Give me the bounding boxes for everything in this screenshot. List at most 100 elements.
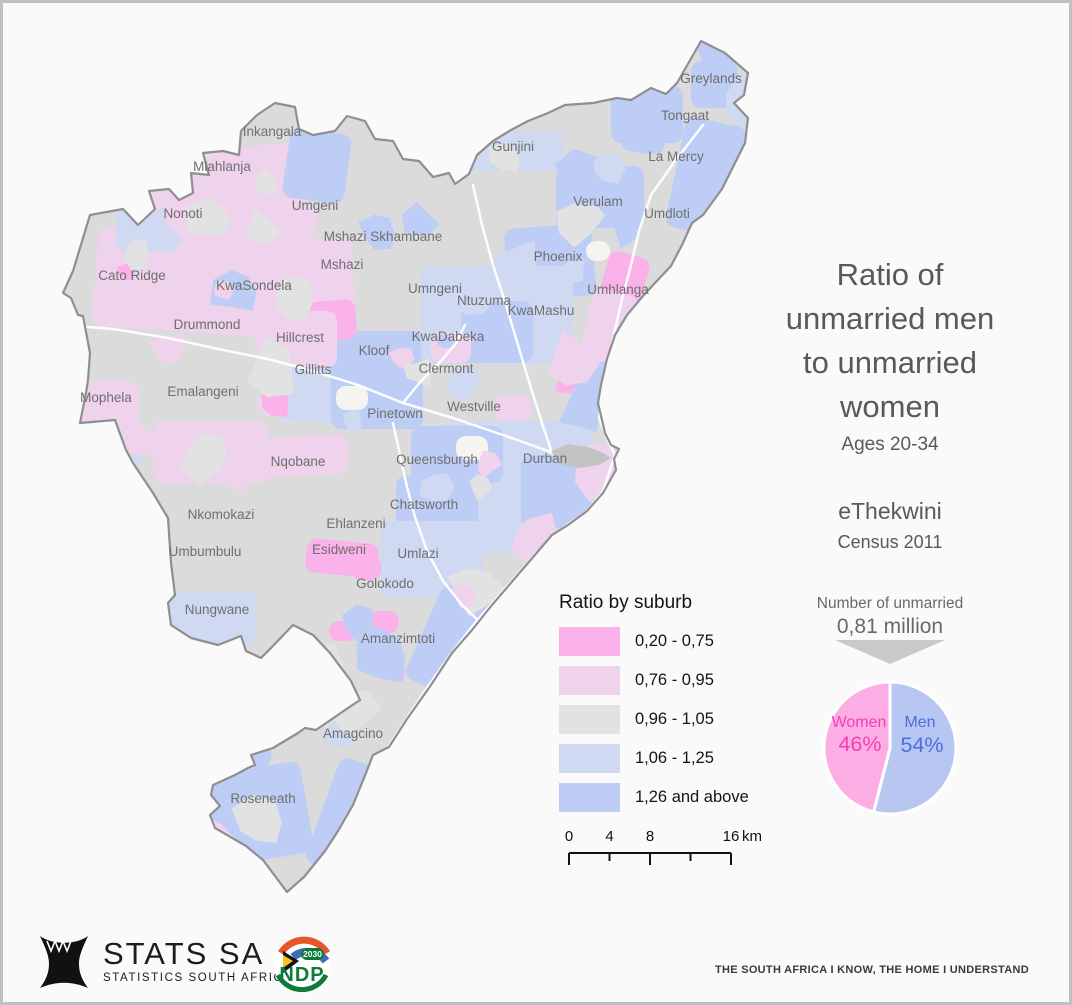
map-label-queensburgh: Queensburgh xyxy=(396,452,478,467)
legend-swatch-3 xyxy=(559,705,620,734)
pie-label-women: Women xyxy=(832,714,887,731)
legend-row: 1,26 and above xyxy=(559,783,749,812)
legend-row: 0,76 - 0,95 xyxy=(559,666,749,695)
pie-label-men: Men xyxy=(904,714,935,731)
map-label-kloof: Kloof xyxy=(359,343,390,358)
map-label-nkomokazi: Nkomokazi xyxy=(188,507,255,522)
map-label-pinetown: Pinetown xyxy=(367,406,423,421)
legend-row: 1,06 - 1,25 xyxy=(559,744,749,773)
map-label-chatsworth: Chatsworth xyxy=(390,497,458,512)
map-label-verulam: Verulam xyxy=(573,194,623,209)
map-label-umbumbulu: Umbumbulu xyxy=(169,544,242,559)
title-line-3: to unmarried xyxy=(802,345,978,380)
legend-label-4: 1,06 - 1,25 xyxy=(635,749,714,767)
map-label-umhlanga: Umhlanga xyxy=(587,282,649,297)
road-line xyxy=(401,323,467,405)
scale-bar: 0 4 8 16 km xyxy=(565,828,762,865)
legend-label-2: 0,76 - 0,95 xyxy=(635,671,714,689)
legend-swatch-2 xyxy=(559,666,620,695)
map-label-nqobane: Nqobane xyxy=(271,454,326,469)
map-label-golokodo: Golokodo xyxy=(356,576,414,591)
road-line xyxy=(63,323,590,465)
map-label-greylands: Greylands xyxy=(680,71,742,86)
scale-tick-label: 0 xyxy=(565,828,573,845)
scale-unit: km xyxy=(742,828,762,845)
map-label-ntuzuma: Ntuzuma xyxy=(457,293,512,308)
map-label-ehlanzeni: Ehlanzeni xyxy=(326,516,385,531)
map-label-roseneath: Roseneath xyxy=(230,791,295,806)
legend-swatch-4 xyxy=(559,744,620,773)
map-label-la-mercy: La Mercy xyxy=(648,149,704,164)
ndp-name: NDP xyxy=(279,964,324,986)
legend-label-5: 1,26 and above xyxy=(635,788,749,806)
unmarried-callout: Number of unmarried 0,81 million xyxy=(765,595,1015,639)
map-label-umdloti: Umdloti xyxy=(644,206,690,221)
map-label-amagcino: Amagcino xyxy=(323,726,383,741)
map-label-gillitts: Gillitts xyxy=(295,362,332,377)
title-line-2: unmarried men xyxy=(785,301,995,336)
map-label-umgeni: Umgeni xyxy=(292,198,339,213)
ndp-2030-logo: 2030 NDP xyxy=(274,936,330,993)
scale-tick-label: 4 xyxy=(605,828,613,845)
map-label-amanzimtoti: Amanzimtoti xyxy=(361,631,435,646)
ndp-year: 2030 xyxy=(303,949,322,959)
map-label-mlahlanja: Mlahlanja xyxy=(193,159,251,174)
map-label-cato-ridge: Cato Ridge xyxy=(98,268,166,283)
map-legend: Ratio by suburb 0,20 - 0,75 0,76 - 0,95 … xyxy=(559,592,749,822)
map-label-emalangeni: Emalangeni xyxy=(167,384,238,399)
map-label-phoenix: Phoenix xyxy=(534,249,583,264)
map-label-kwamashu: KwaMashu xyxy=(508,303,575,318)
statssa-text: STATS SA STATISTICS SOUTH AFRICA xyxy=(103,936,293,985)
ethekwini-choropleth-map: Greylands Tongaat Inkangala Gunjini La Mercy… xyxy=(61,39,750,894)
road-line xyxy=(471,183,554,455)
map-label-mshazi: Mshazi xyxy=(321,257,364,272)
map-label-hillcrest: Hillcrest xyxy=(276,330,324,345)
map-label-umngeni: Umngeni xyxy=(408,281,462,296)
callout-arrow-icon xyxy=(835,640,945,664)
page-title: Ratio of unmarried men to unmarried wome… xyxy=(755,253,1025,553)
legend-row: 0,96 - 1,05 xyxy=(559,705,749,734)
map-label-westville: Westville xyxy=(447,399,501,414)
pie-slice-women xyxy=(822,680,892,814)
map-label-esidweni: Esidweni xyxy=(312,542,366,557)
suburb-labels: Greylands Tongaat Inkangala Gunjini La Mercy… xyxy=(80,71,742,806)
map-label-nungwane: Nungwane xyxy=(185,602,250,617)
statssa-drum-icon xyxy=(40,936,88,988)
map-label-mophela: Mophela xyxy=(80,390,132,405)
statssa-subtitle: STATISTICS SOUTH AFRICA xyxy=(103,972,293,984)
title-region: eThekwini xyxy=(838,498,942,524)
title-line-4: women xyxy=(840,389,940,424)
callout-caption: Number of unmarried xyxy=(816,595,964,612)
map-label-nonoti: Nonoti xyxy=(163,206,202,221)
title-ages: Ages 20-34 xyxy=(841,434,939,455)
scale-tick-label: 8 xyxy=(646,828,654,845)
legend-row: 0,20 - 0,75 xyxy=(559,627,749,656)
map-label-mshazi-skhambane: Mshazi Skhambane xyxy=(324,229,443,244)
map-label-durban: Durban xyxy=(523,451,567,466)
map-label-tongaat: Tongaat xyxy=(661,108,709,123)
legend-label-3: 0,96 - 1,05 xyxy=(635,710,714,728)
map-label-kwadabeka: KwaDabeka xyxy=(412,329,485,344)
pie-slice-men xyxy=(872,680,958,816)
legend-swatch-1 xyxy=(559,627,620,656)
map-label-clermont: Clermont xyxy=(419,361,474,376)
statssa-logo: STATS SA STATISTICS SOUTH AFRICA xyxy=(33,931,293,991)
pie-value-men: 54% xyxy=(900,733,943,757)
legend-swatch-5 xyxy=(559,783,620,812)
municipality-boundary xyxy=(61,39,750,894)
map-label-gunjini: Gunjini xyxy=(492,139,534,154)
callout-value: 0,81 million xyxy=(836,615,944,638)
scale-tick-label: 16 xyxy=(723,828,740,845)
legend-title: Ratio by suburb xyxy=(559,592,693,613)
map-label-kwasondela: KwaSondela xyxy=(216,278,292,293)
statssa-name: STATS SA xyxy=(103,936,265,971)
road-line xyxy=(391,421,483,625)
title-line-1: Ratio of xyxy=(836,257,944,292)
map-label-inkangala: Inkangala xyxy=(243,124,302,139)
title-census: Census 2011 xyxy=(837,532,943,552)
footer-tagline: THE SOUTH AFRICA I KNOW, THE HOME I UNDE… xyxy=(714,964,1029,976)
legend-label-1: 0,20 - 0,75 xyxy=(635,632,714,650)
map-label-umlazi: Umlazi xyxy=(397,546,438,561)
